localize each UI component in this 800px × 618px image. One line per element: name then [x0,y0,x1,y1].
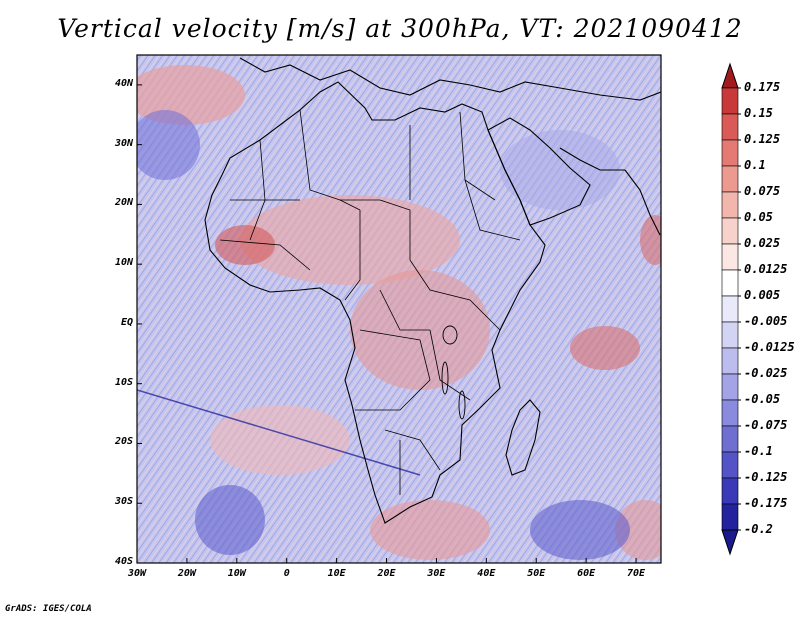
lat-label: 10N [114,257,133,269]
colorbar-label: -0.05 [744,392,781,406]
colorbar-segment [721,243,739,271]
colorbar-segment [721,217,739,245]
lat-label: 20S [114,436,133,448]
colorbar-label: 0.0125 [744,262,788,276]
colorbar-segment [721,321,739,349]
grads-credit: GrADS: IGES/COLA [5,604,92,614]
colorbar-label: -0.175 [744,496,788,510]
colorbar-label: 0.05 [744,210,773,224]
arabia-coastline [487,117,591,226]
ascent-region-east-edge [640,215,661,265]
jet-streak-line [137,389,421,476]
lat-label: 30S [114,496,133,508]
colorbar-label: 0.175 [744,80,781,94]
lon-label: 20W [177,568,196,579]
colorbar-label: 0.1 [744,158,766,172]
descent-region-atlantic [137,110,200,180]
colorbar-label: 0.075 [744,184,781,198]
plot-frame [136,54,662,564]
colorbar-segment [721,139,739,167]
colorbar-segment [721,399,739,427]
colorbar-label: -0.125 [744,470,788,484]
colorbar-segment [721,373,739,401]
colorbar [721,62,741,556]
lon-label: 10E [327,568,346,579]
lon-label: 0 [283,568,290,579]
ascent-region-se [615,500,661,560]
coastlines [204,57,661,524]
colorbar-label: 0.025 [744,236,781,250]
colorbar-label: -0.0125 [744,340,795,354]
axis-ticks [136,84,637,564]
lon-label: 10W [227,568,246,579]
colorbar-segment [721,477,739,505]
colorbar-top-arrow [721,62,739,89]
colorbar-label: -0.005 [744,314,788,328]
lat-label: 40S [114,556,133,567]
colorbar-segment [721,165,739,193]
colorbar-segment [721,347,739,375]
madagascar-coastline [505,399,541,476]
ascent-region-west-africa [215,225,275,265]
ascent-region-sahel [240,195,460,285]
colorbar-label: 0.125 [744,132,781,146]
colorbar-segment [721,87,739,115]
colorbar-segment [721,425,739,453]
colorbar-segment [721,295,739,323]
colorbar-segment [721,503,739,531]
colorbar-label: 0.005 [744,288,781,302]
colorbar-label: -0.075 [744,418,788,432]
colorbar-label: -0.2 [744,522,773,536]
lat-label: 10S [114,376,133,388]
lon-label: 30E [427,568,446,579]
lat-label: 20N [114,197,133,209]
colorbar-label: -0.025 [744,366,788,380]
colorbar-bottom-arrow [721,529,739,556]
colorbar-segment [721,269,739,297]
lon-label: 70E [627,568,646,579]
colorbar-label: 0.15 [744,106,773,120]
lon-label: 40E [477,568,496,579]
velocity-field [137,55,661,563]
africa-coastline [204,81,546,524]
lon-label: 50E [527,568,546,579]
europe-coastline [239,57,661,101]
ascent-region-nw-atlantic [137,65,245,125]
colorbar-segment [721,113,739,141]
descent-region-sw [195,485,265,555]
lat-label: EQ [120,316,133,328]
descent-region-arabia [500,130,620,210]
lon-label: 20E [377,568,396,579]
lakes [441,325,466,420]
ascent-region-indian-ocean [570,326,640,370]
india-coastline [624,169,661,236]
descent-region-se-ocean [530,500,630,560]
lon-label: 60E [577,568,596,579]
lat-label: 40N [114,77,133,89]
colorbar-label: -0.1 [744,444,773,458]
ascent-region-south-atlantic [210,405,350,475]
gulf-coastline [559,147,625,171]
map-title: Vertical velocity [m/s] at 300hPa, VT: 2… [57,14,743,43]
lat-label: 30N [114,137,133,149]
ascent-region-south [370,500,490,560]
colorbar-segment [721,451,739,479]
colorbar-segment [721,191,739,219]
lon-label: 30W [127,568,147,579]
